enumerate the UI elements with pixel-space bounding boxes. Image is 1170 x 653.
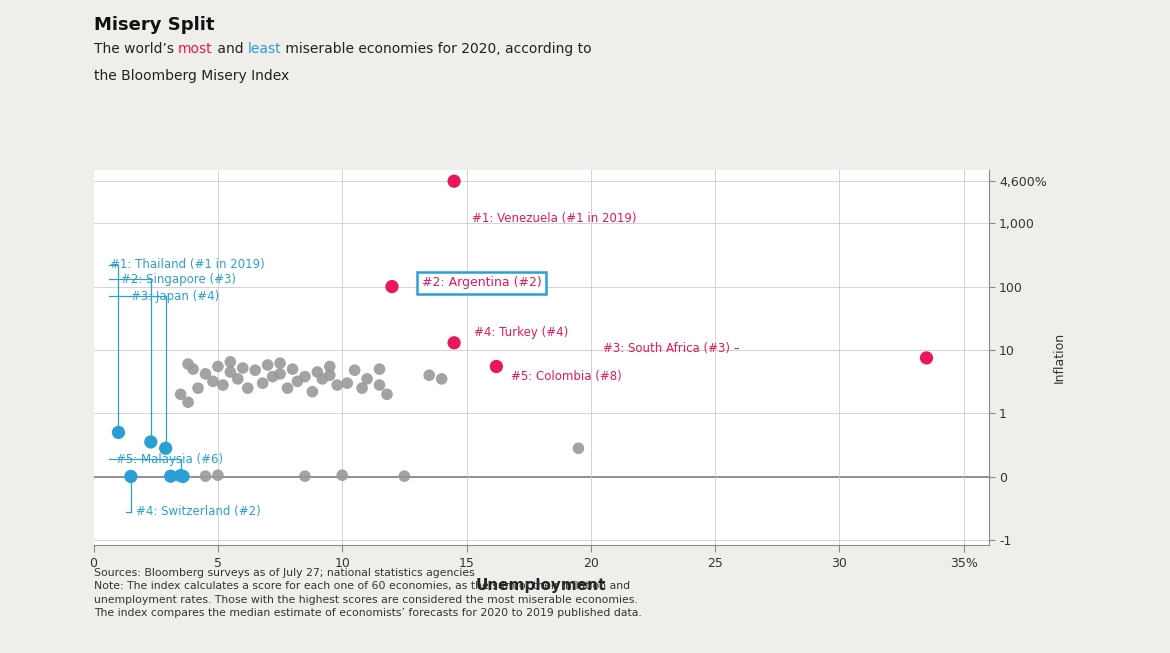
Point (221, 367, 240, 377)
Point (109, 427, 128, 438)
Text: #4: Turkey (#4): #4: Turkey (#4) (474, 326, 569, 339)
Text: Sources: Bloomberg surveys as of July 27; national statistics agencies
Note: The: Sources: Bloomberg surveys as of July 27… (94, 568, 641, 618)
Point (208, 470, 227, 481)
Point (239, 383, 257, 393)
Point (487, 361, 505, 372)
Point (157, 443, 176, 453)
Point (270, 369, 289, 379)
Point (228, 374, 247, 384)
Text: #1: Venezuela (#1 in 2019): #1: Venezuela (#1 in 2019) (472, 212, 636, 225)
Point (321, 361, 339, 372)
Point (445, 338, 463, 348)
X-axis label: Unemployment: Unemployment (476, 579, 606, 594)
Point (345, 365, 364, 375)
Point (197, 369, 215, 379)
Point (188, 383, 207, 393)
Point (321, 370, 339, 381)
Point (303, 387, 322, 397)
Point (370, 380, 388, 390)
Point (259, 360, 277, 370)
Text: #2: Argentina (#2): #2: Argentina (#2) (421, 276, 542, 289)
Text: least: least (248, 42, 281, 56)
Point (208, 361, 227, 372)
Point (420, 370, 439, 381)
Point (383, 281, 401, 292)
Point (283, 364, 302, 374)
Point (246, 365, 264, 375)
Point (353, 383, 372, 393)
Point (161, 471, 180, 481)
Point (569, 443, 587, 453)
Point (296, 471, 315, 481)
Text: #5: Malaysia (#6): #5: Malaysia (#6) (116, 453, 223, 466)
Point (253, 378, 271, 389)
Point (204, 376, 222, 387)
Point (213, 380, 232, 390)
Point (370, 364, 388, 374)
Text: most: most (178, 42, 213, 56)
Point (179, 359, 198, 370)
Point (432, 374, 450, 384)
Text: #4: Switzerland (#2): #4: Switzerland (#2) (136, 505, 261, 518)
Point (179, 397, 198, 407)
Y-axis label: Inflation: Inflation (1052, 332, 1066, 383)
Text: the Bloomberg Misery Index: the Bloomberg Misery Index (94, 69, 289, 82)
Point (332, 470, 351, 481)
Text: #2: Singapore (#3): #2: Singapore (#3) (121, 273, 236, 286)
Point (233, 363, 253, 374)
Text: #3: Japan (#4): #3: Japan (#4) (131, 290, 219, 303)
Point (395, 471, 414, 481)
Point (358, 374, 377, 384)
Text: #1: Thailand (#1 in 2019): #1: Thailand (#1 in 2019) (110, 259, 264, 272)
Point (184, 364, 202, 374)
Point (288, 376, 307, 387)
Point (308, 367, 326, 377)
Point (197, 471, 215, 481)
Point (296, 372, 315, 382)
Point (312, 374, 332, 384)
Point (142, 437, 160, 447)
Point (263, 372, 282, 382)
Point (378, 389, 397, 400)
Point (328, 380, 346, 390)
Point (338, 378, 357, 389)
Text: and: and (213, 42, 248, 56)
Point (278, 383, 297, 393)
Point (221, 357, 240, 367)
Text: #5: Colombia (#8): #5: Colombia (#8) (511, 370, 622, 383)
Point (171, 389, 190, 400)
Text: Misery Split: Misery Split (94, 16, 214, 35)
Point (171, 470, 190, 481)
Point (270, 358, 289, 368)
Text: miserable economies for 2020, according to: miserable economies for 2020, according … (281, 42, 592, 56)
Point (445, 176, 463, 186)
Point (174, 471, 193, 482)
Point (122, 471, 140, 482)
Text: #3: South Africa (#3) –: #3: South Africa (#3) – (604, 342, 739, 355)
Text: The world’s: The world’s (94, 42, 178, 56)
Point (917, 353, 936, 363)
